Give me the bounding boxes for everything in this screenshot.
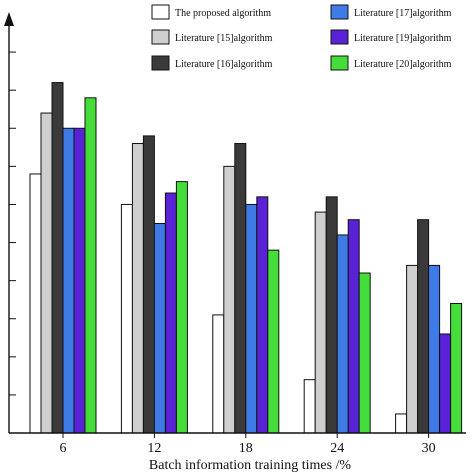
bar-3-12: [142, 135, 155, 434]
bar-6-12: [175, 181, 188, 434]
bar-6-18: [267, 249, 280, 434]
bars: [29, 82, 463, 434]
bar-1-18: [212, 314, 225, 434]
y-axis-ticks: [9, 51, 16, 396]
legend-label-4: Literature [17]algorithm: [354, 8, 452, 19]
bar-6-6: [84, 97, 97, 434]
bar-3-30: [417, 219, 430, 434]
x-tick-label-12: 12: [147, 441, 161, 456]
x-axis-label: Batch information training times /%: [149, 458, 352, 473]
bar-6-30: [450, 302, 463, 434]
x-tick-label-24: 24: [330, 441, 344, 456]
axes: [4, 12, 466, 434]
bar-3-6: [51, 82, 64, 434]
bar-1-30: [395, 413, 408, 434]
legend-swatch-6: [330, 55, 349, 71]
x-tick-label-30: 30: [422, 441, 436, 456]
bar-4-6: [62, 127, 75, 434]
x-axis-ticks: 6 12 18 24 30: [60, 433, 436, 456]
legend-label-3: Literature [16]algorithm: [175, 59, 273, 70]
bar-2-18: [223, 165, 236, 434]
legend-swatch-4: [330, 4, 349, 20]
legend-item-5: Literature [19]algorithm: [330, 29, 452, 45]
bar-5-6: [73, 127, 86, 434]
x-tick-label-6: 6: [60, 441, 67, 456]
bar-1-12: [120, 203, 133, 434]
bar-2-24: [314, 211, 327, 434]
legend-item-3: Literature [16]algorithm: [151, 55, 273, 71]
legend-item-6: Literature [20]algorithm: [330, 55, 452, 71]
legend-label-2: Literature [15]algorithm: [175, 33, 273, 44]
legend-label-5: Literature [19]algorithm: [354, 33, 452, 44]
bar-4-18: [245, 203, 258, 434]
bar-3-18: [234, 143, 247, 434]
bar-5-24: [347, 219, 360, 434]
bar-5-18: [256, 196, 269, 434]
y-axis-arrow: [4, 12, 14, 26]
bar-5-30: [439, 333, 452, 434]
bar-3-24: [325, 196, 338, 434]
bar-1-6: [29, 173, 42, 434]
legend-swatch-1: [151, 4, 170, 20]
legend-item-1: The proposed algorithm: [151, 4, 271, 20]
legend-item-4: Literature [17]algorithm: [330, 4, 452, 20]
bar-2-12: [131, 143, 144, 434]
x-tick-label-18: 18: [239, 441, 253, 456]
legend-swatch-2: [151, 29, 170, 45]
legend: The proposed algorithm Literature [15]alg…: [151, 4, 452, 71]
legend-item-2: Literature [15]algorithm: [151, 29, 273, 45]
legend-swatch-5: [330, 29, 349, 45]
bar-4-24: [336, 234, 349, 434]
bar-1-24: [303, 379, 316, 434]
bar-6-24: [358, 272, 371, 434]
bar-2-6: [40, 112, 53, 434]
bar-4-12: [153, 223, 166, 434]
bar-5-12: [164, 192, 177, 434]
legend-label-1: The proposed algorithm: [175, 8, 271, 19]
bar-4-30: [428, 264, 441, 434]
legend-swatch-3: [151, 55, 170, 71]
legend-label-6: Literature [20]algorithm: [354, 59, 452, 70]
bar-2-30: [406, 264, 419, 434]
